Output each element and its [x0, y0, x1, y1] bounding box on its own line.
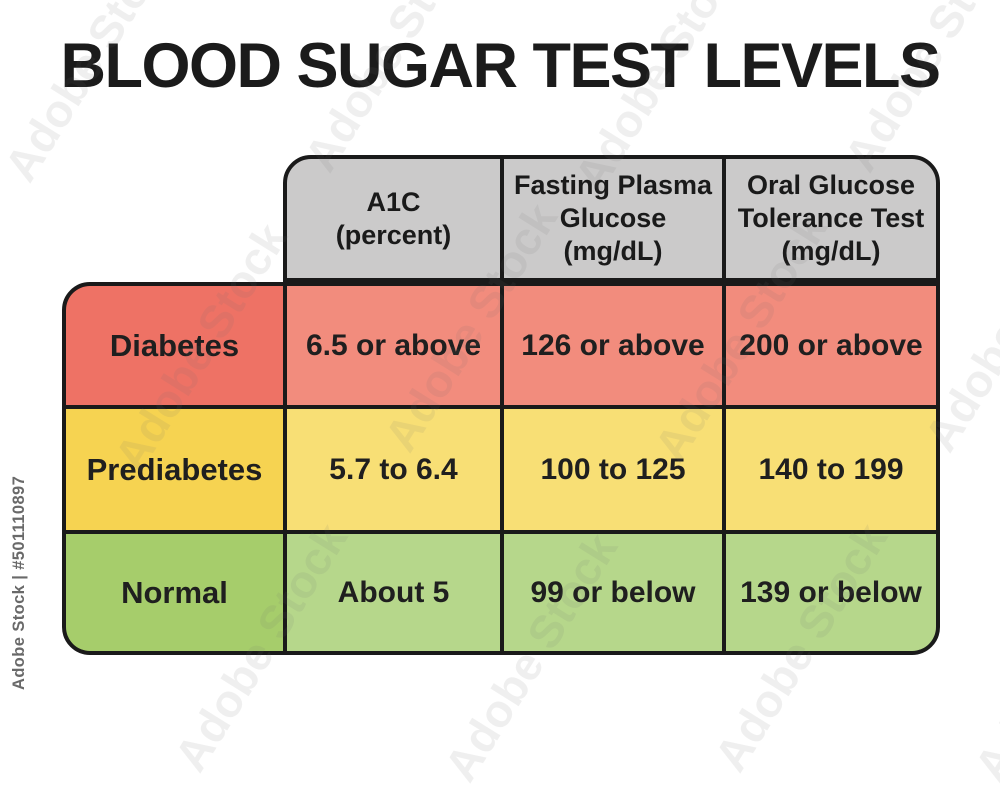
header-line: Oral Glucose — [746, 170, 916, 200]
page-title: BLOOD SUGAR TEST LEVELS — [60, 31, 941, 101]
column-header-oral-glucose-tolerance: Oral Glucose Tolerance Test (mg/dL) — [722, 159, 936, 278]
stock-id-label: Adobe Stock | #501110897 — [10, 475, 28, 690]
cell-diabetes-a1c: 6.5 or above — [283, 286, 500, 405]
row-label-prediabetes: Prediabetes — [66, 405, 283, 530]
column-header-a1c: A1C (percent) — [287, 159, 500, 278]
table-header-row: A1C (percent) Fasting Plasma Glucose (mg… — [283, 155, 940, 282]
header-line: (mg/dL) — [563, 236, 663, 266]
header-line: A1C — [366, 186, 421, 217]
column-header-fasting-plasma-glucose: Fasting Plasma Glucose (mg/dL) — [500, 159, 722, 278]
cell-prediabetes-a1c: 5.7 to 6.4 — [283, 405, 500, 530]
cell-normal-ogtt: 139 or below — [722, 530, 936, 651]
header-line: Fasting Plasma — [513, 170, 713, 200]
header-line: (mg/dL) — [781, 236, 881, 266]
table-body: Diabetes 6.5 or above 126 or above 200 o… — [62, 282, 940, 655]
watermark-text: Adobe Stock — [964, 524, 1000, 790]
row-label-normal: Normal — [66, 530, 283, 651]
cell-prediabetes-fpg: 100 to 125 — [500, 405, 722, 530]
cell-diabetes-ogtt: 200 or above — [722, 286, 936, 405]
cell-diabetes-fpg: 126 or above — [500, 286, 722, 405]
header-line: Glucose — [559, 203, 667, 233]
cell-prediabetes-ogtt: 140 to 199 — [722, 405, 936, 530]
cell-normal-a1c: About 5 — [283, 530, 500, 651]
header-line: Tolerance Test — [737, 203, 925, 233]
cell-normal-fpg: 99 or below — [500, 530, 722, 651]
row-label-diabetes: Diabetes — [66, 286, 283, 405]
header-line: (percent) — [335, 219, 452, 250]
